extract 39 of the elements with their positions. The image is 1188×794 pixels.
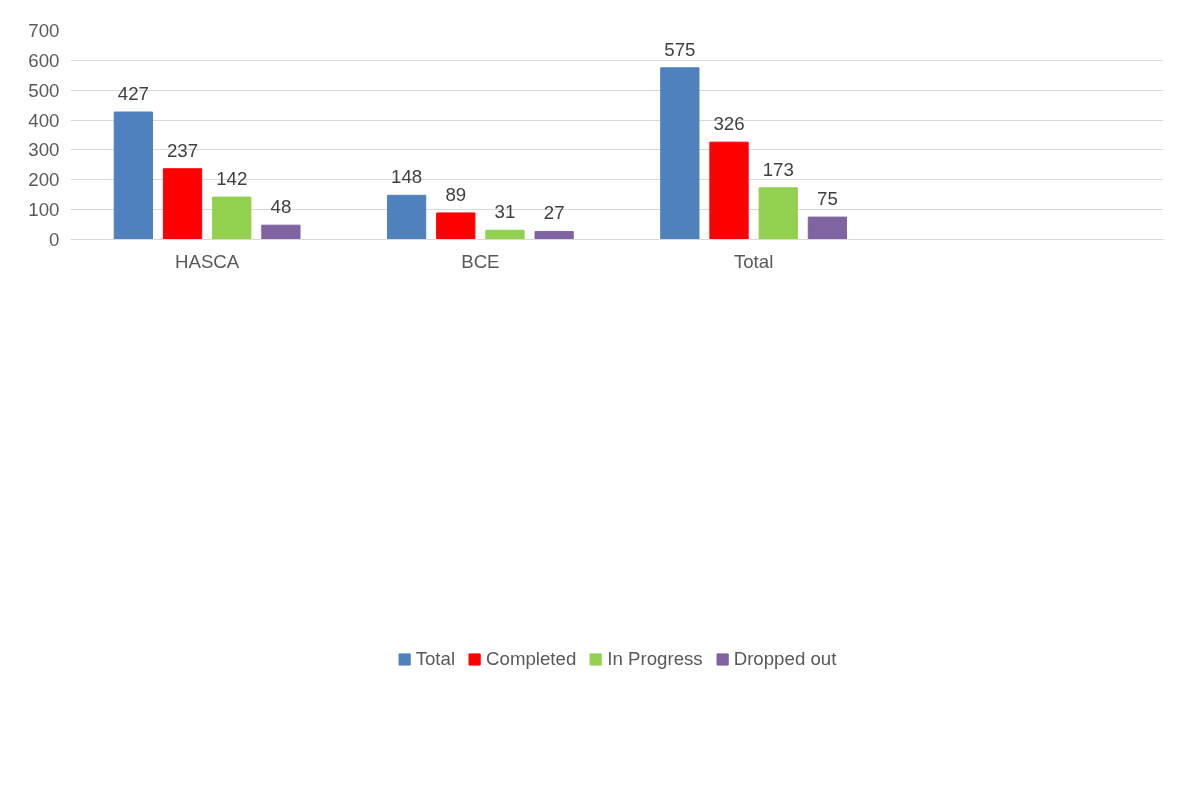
bar (436, 212, 476, 240)
data-label: 89 (445, 183, 467, 205)
y-tick-label: 400 (28, 109, 60, 131)
x-tick-label: HASCA (174, 250, 240, 272)
bar (113, 111, 153, 240)
bar (709, 141, 749, 240)
y-tick-label: 200 (28, 169, 60, 191)
bar (212, 196, 252, 240)
y-tick-label: 0 (49, 229, 60, 250)
data-label: 173 (762, 158, 794, 180)
y-tick-label: 600 (28, 49, 60, 71)
legend-label: Dropped out (733, 647, 837, 670)
bar (162, 168, 203, 240)
data-label: 48 (270, 196, 292, 218)
x-tick-label: BCE (461, 250, 500, 272)
data-label: 427 (117, 83, 149, 105)
bar (485, 229, 525, 240)
bar (534, 230, 574, 240)
x-tick-label: Total (733, 250, 774, 272)
data-label: 75 (817, 188, 838, 210)
data-label: 326 (713, 113, 745, 135)
y-tick-label: 100 (28, 199, 60, 221)
bar (261, 224, 301, 240)
y-tick-label: 500 (28, 79, 60, 101)
legend-label: Completed (486, 647, 577, 670)
data-label: 575 (664, 38, 696, 60)
data-label: 237 (166, 139, 199, 161)
bar (758, 187, 798, 240)
data-label: 31 (494, 201, 516, 223)
legend-label: Total (415, 647, 456, 670)
legend-label: In Progress (607, 647, 703, 670)
y-tick-label: 300 (28, 139, 60, 161)
y-tick-label: 700 (28, 20, 60, 41)
data-label: 142 (216, 168, 248, 190)
bar (386, 194, 427, 240)
data-label: 148 (391, 166, 423, 188)
data-label: 27 (543, 202, 565, 224)
bar (807, 216, 848, 240)
bar (660, 67, 700, 240)
